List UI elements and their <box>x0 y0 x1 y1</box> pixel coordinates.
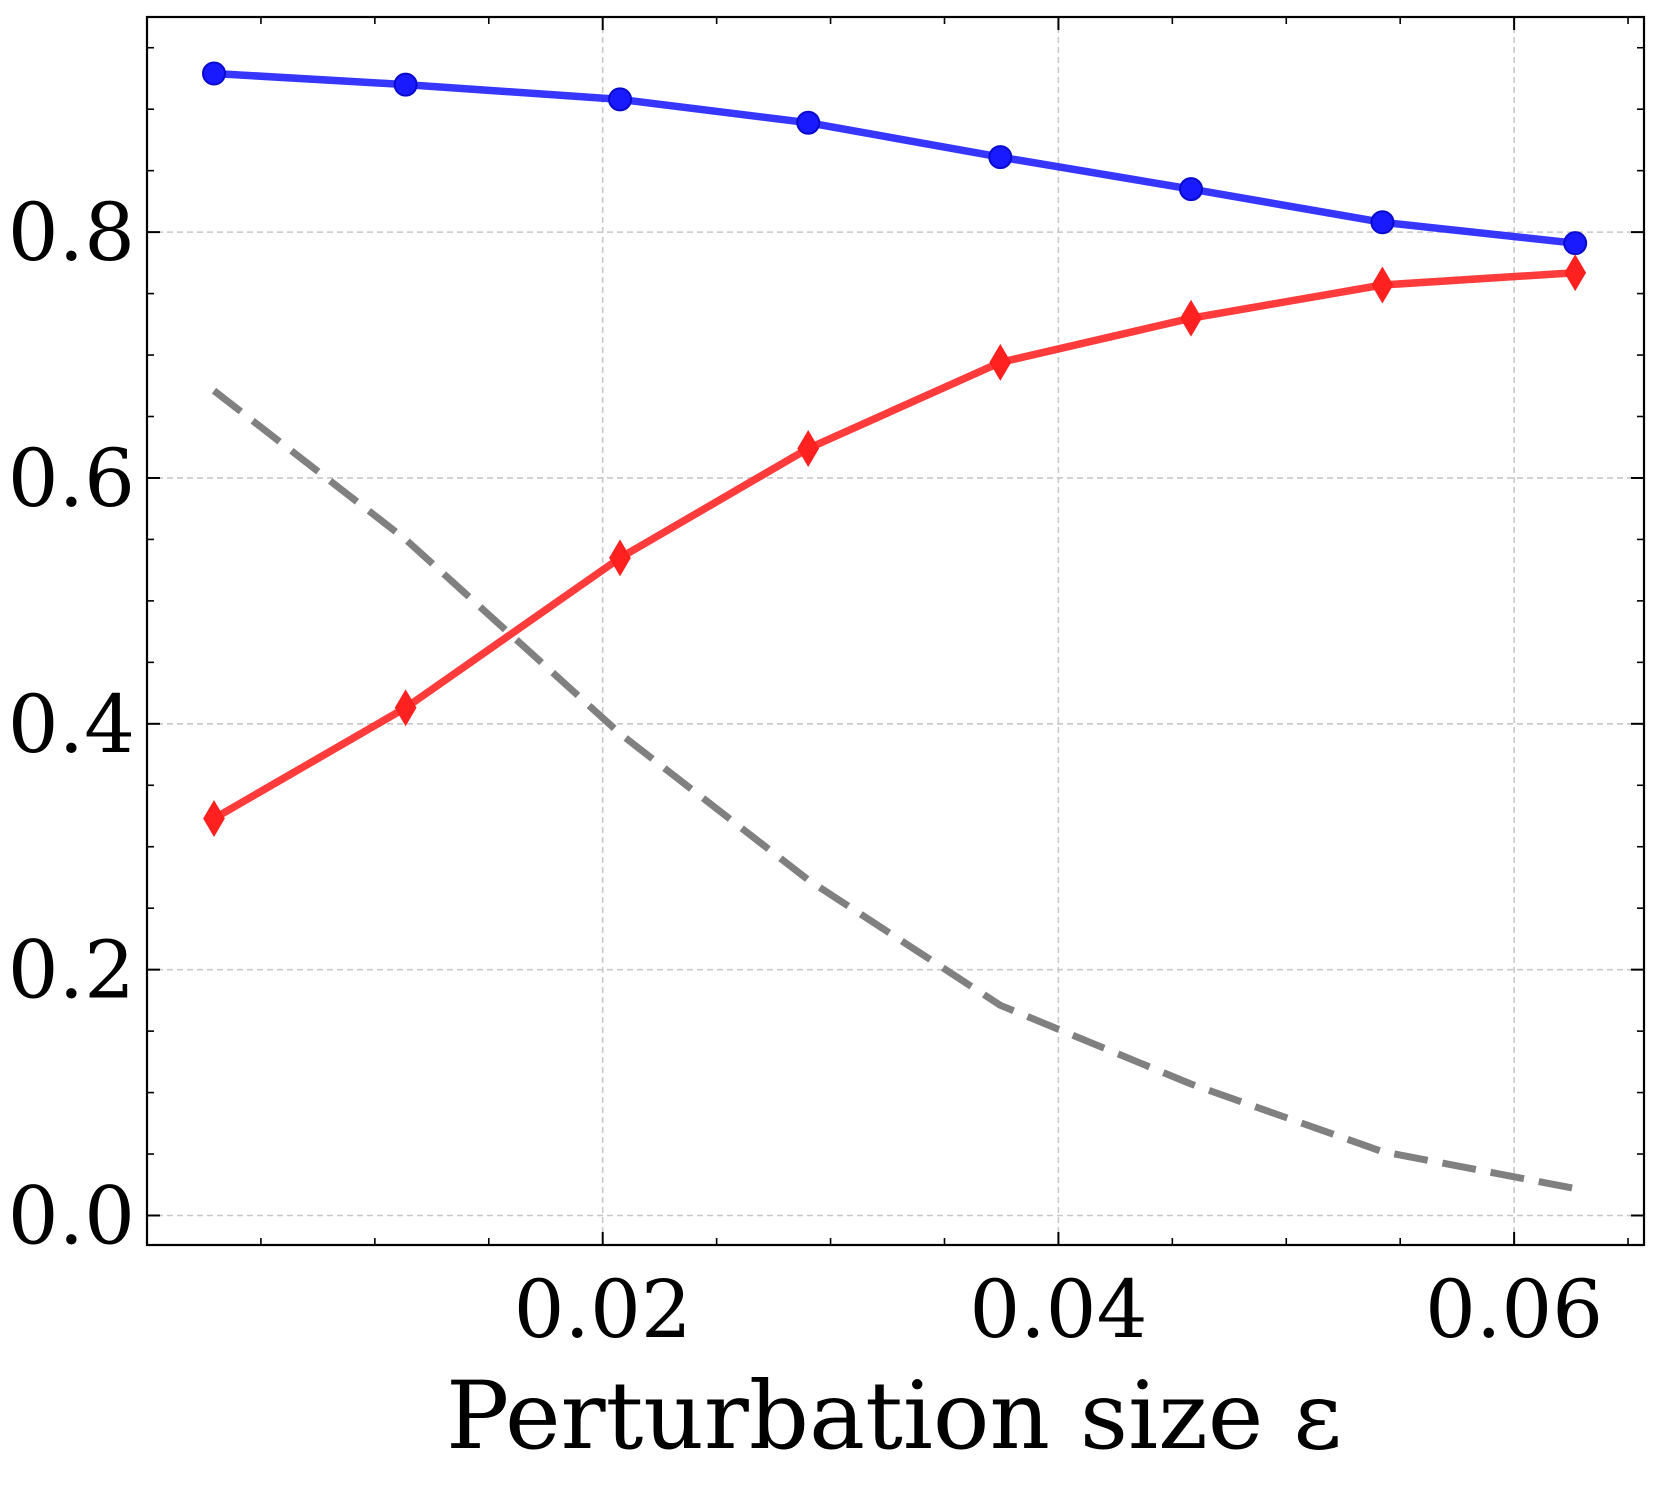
grid-lines <box>147 17 1644 1245</box>
x-tick-label: 0.04 <box>969 1263 1147 1356</box>
y-tick-label: 0.6 <box>8 432 135 525</box>
diamond-marker <box>394 689 417 727</box>
series-line-3 <box>211 387 1576 1192</box>
diamond-marker <box>1564 254 1587 292</box>
y-tick-label: 0.2 <box>8 924 135 1017</box>
series-line-2 <box>212 268 1576 822</box>
plot-series <box>201 61 1588 1192</box>
diamond-marker <box>203 800 225 837</box>
y-tick-label: 0.8 <box>8 186 135 279</box>
axis-tick-labels: 0.02 0.04 0.06 0.0 0.2 0.4 0.6 0.8 <box>8 186 1603 1356</box>
series-line-1 <box>213 69 1576 247</box>
diamond-marker <box>797 430 820 467</box>
plot-frame <box>145 15 1646 1247</box>
circle-marker <box>988 145 1013 170</box>
diamond-marker <box>989 343 1012 381</box>
circle-marker <box>393 72 418 97</box>
y-tick-label: 0.0 <box>8 1169 135 1262</box>
x-axis-label: Perturbation size ε <box>446 1362 1342 1471</box>
x-tick-label: 0.06 <box>1425 1263 1603 1356</box>
diamond-marker <box>1180 299 1202 337</box>
diamond-marker <box>1371 266 1394 304</box>
plot-axes <box>145 15 1646 1247</box>
diamond-marker <box>609 539 631 577</box>
circle-marker <box>1370 210 1395 235</box>
y-tick-label: 0.4 <box>8 678 135 771</box>
x-tick-label: 0.02 <box>514 1263 692 1356</box>
circle-marker <box>796 110 821 135</box>
circle-marker <box>1563 231 1588 256</box>
circle-marker <box>1179 177 1204 202</box>
circle-marker <box>608 87 633 112</box>
circle-marker <box>201 61 226 86</box>
